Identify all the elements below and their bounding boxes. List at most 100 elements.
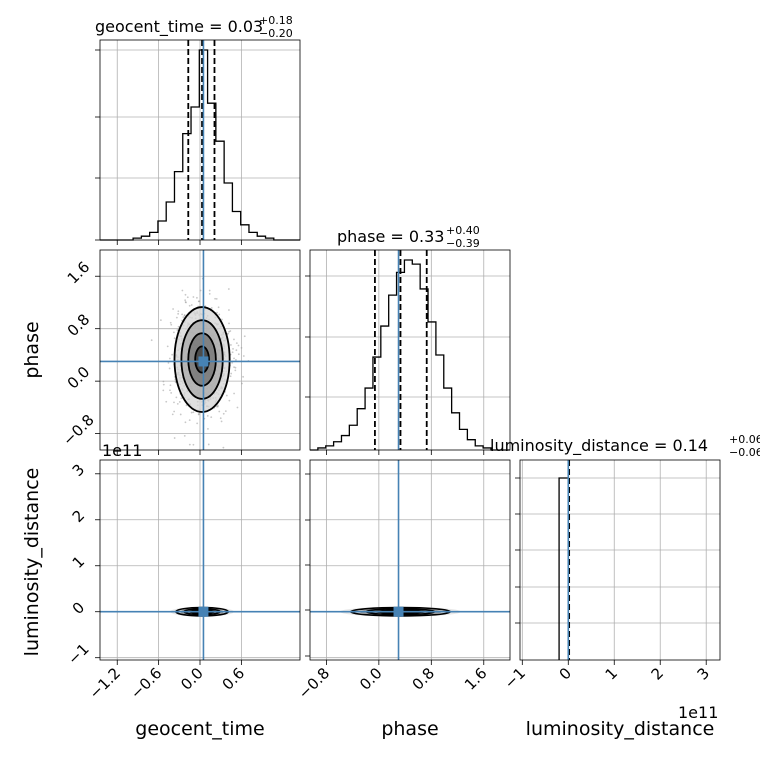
title-phase-sup: +0.40 (446, 224, 480, 237)
panel-frame (309, 249, 511, 451)
scatter-point (183, 434, 186, 437)
histogram-lumdist (558, 477, 569, 660)
histogram-phase (310, 259, 510, 451)
panel-frame (519, 459, 721, 661)
scatter-point (234, 366, 237, 369)
ylabel-luminosity-distance: luminosity_distance (21, 468, 43, 657)
scatter-point (179, 413, 182, 416)
scatter-point (184, 299, 187, 302)
contour-line (194, 345, 210, 374)
panel-phase-vs-geocent: −0.8 0.0 0.8 1.6 (59, 249, 301, 455)
scatter-point (170, 323, 173, 326)
x-tick-label: 1.6 (461, 664, 491, 694)
scatter-point (198, 300, 201, 303)
y-tick-label: 1.6 (64, 258, 94, 288)
scatter-point (235, 349, 238, 352)
x-tick-label: 0.0 (356, 664, 386, 694)
y-tick-label: 2 (69, 506, 88, 525)
x-tick-label: −1.2 (86, 664, 124, 702)
scatter-point (237, 353, 240, 356)
x-tick-label: −0.8 (295, 664, 333, 702)
scatter-point (192, 296, 195, 298)
scatter-point (176, 402, 179, 405)
panel-phase-histogram: phase = 0.33 +0.40 −0.39 (305, 224, 511, 455)
scatter-point (199, 289, 202, 292)
title-phase: phase = 0.33 (337, 227, 444, 246)
scatter-point (162, 380, 165, 383)
x-tick-label: −0.6 (127, 664, 165, 702)
scatter-point (181, 289, 184, 292)
scatter-point (225, 394, 228, 397)
scatter-point (196, 422, 199, 425)
scatter-point (173, 437, 176, 439)
scatter-point (172, 331, 175, 334)
scatter-point (233, 392, 235, 395)
histogram-geocent-time (100, 49, 300, 241)
scatter-point (235, 342, 238, 345)
scatter-point (217, 306, 220, 309)
scatter-point (184, 421, 187, 424)
histogram-step (310, 259, 510, 451)
xlabel-phase: phase (381, 718, 438, 740)
x-ticks-phase: −0.8 0.0 0.8 1.6 (295, 660, 491, 703)
scatter-point (186, 296, 189, 299)
scatter-point (228, 309, 230, 311)
scatter-point (168, 357, 171, 360)
xlabel-geocent-time: geocent_time (135, 718, 264, 740)
bottom-ticks-phase-hist (325, 450, 485, 455)
offset-text-x: 1e11 (678, 703, 718, 722)
scatter-point (227, 288, 230, 290)
scatter-point (188, 419, 191, 422)
scatter-point (215, 298, 218, 300)
scatter-point (229, 330, 232, 332)
scatter-point (178, 401, 181, 403)
scatter-point (211, 451, 213, 453)
truth-marker-lumdist-geocent (198, 606, 209, 617)
y-tick-label: 1 (69, 552, 88, 571)
scatter-point (162, 383, 165, 386)
scatter-point (208, 292, 211, 295)
scatter-point (242, 355, 245, 357)
title-lumdist-sub: −0.06 (729, 446, 760, 459)
scatter-point (216, 311, 218, 314)
scatter-point (242, 375, 245, 378)
scatter-point (233, 338, 235, 341)
panel-geocent-time-histogram: geocent_time = 0.03 +0.18 −0.20 (95, 14, 301, 245)
scatter-point (180, 397, 183, 400)
scatter-point (241, 382, 243, 385)
scatter-point (232, 347, 234, 350)
histogram-step (100, 49, 300, 241)
title-phase-sub: −0.39 (446, 237, 480, 250)
scatter-point (177, 310, 180, 313)
x-tick-label: 0.6 (219, 664, 249, 694)
y-tick-label: 0.0 (64, 363, 94, 393)
scatter-point (221, 318, 223, 321)
x-tick-label: 1 (602, 664, 621, 683)
x-tick-label: 0 (556, 664, 575, 683)
quantile-lines-phase (374, 250, 428, 450)
scatter-point (184, 301, 187, 303)
scatter-point (171, 353, 174, 356)
x-tick-label: 0.0 (177, 664, 207, 694)
scatter-point (192, 443, 195, 446)
xlabel-luminosity-distance: luminosity_distance (526, 718, 715, 740)
y-tick-label: 3 (69, 461, 88, 480)
panel-frame (309, 459, 511, 661)
scatter-point (169, 384, 172, 387)
scatter-point (240, 346, 243, 349)
scatter-point (208, 289, 211, 292)
panel-lumdist-vs-geocent: −1 0 1 2 3 −1.2 −0.6 0.0 0.6 1e11 (64, 441, 301, 703)
left-ticks (305, 473, 310, 657)
bottom-ticks-phase-geocent (116, 450, 242, 455)
scatter-point (237, 344, 240, 347)
scatter-point (181, 313, 183, 316)
panel-lumdist-vs-phase: −0.8 0.0 0.8 1.6 (295, 459, 511, 703)
scatter-point (177, 325, 180, 328)
scatter-point (166, 345, 169, 348)
left-ticks (305, 275, 310, 398)
x-tick-label: −1 (501, 664, 529, 692)
scatter-point (182, 316, 185, 318)
scatter-point (184, 293, 187, 296)
y-tick-label: −0.8 (59, 411, 97, 449)
